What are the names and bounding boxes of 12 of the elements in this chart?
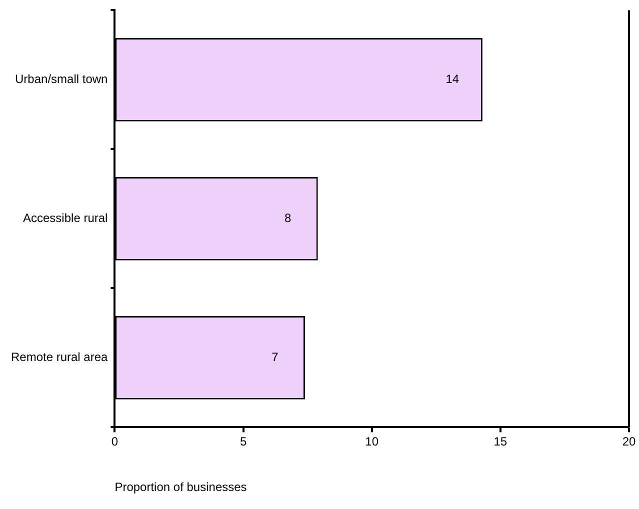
y-tick-label: Remote rural area — [10, 350, 108, 364]
y-tick-label: Accessible rural — [23, 211, 108, 226]
x-tick-label: 15 — [494, 434, 508, 449]
x-tick-label: 0 — [111, 434, 118, 449]
data-label: 14 — [446, 72, 460, 86]
data-label: 7 — [272, 350, 279, 364]
y-tick-label: Urban/small town — [15, 72, 108, 86]
x-tick-label: 5 — [240, 434, 247, 449]
x-tick-label: 20 — [622, 434, 636, 449]
x-tick-label: 10 — [365, 434, 379, 449]
data-label: 8 — [284, 211, 292, 226]
x-axis-title: Proportion of businesses — [114, 480, 247, 494]
